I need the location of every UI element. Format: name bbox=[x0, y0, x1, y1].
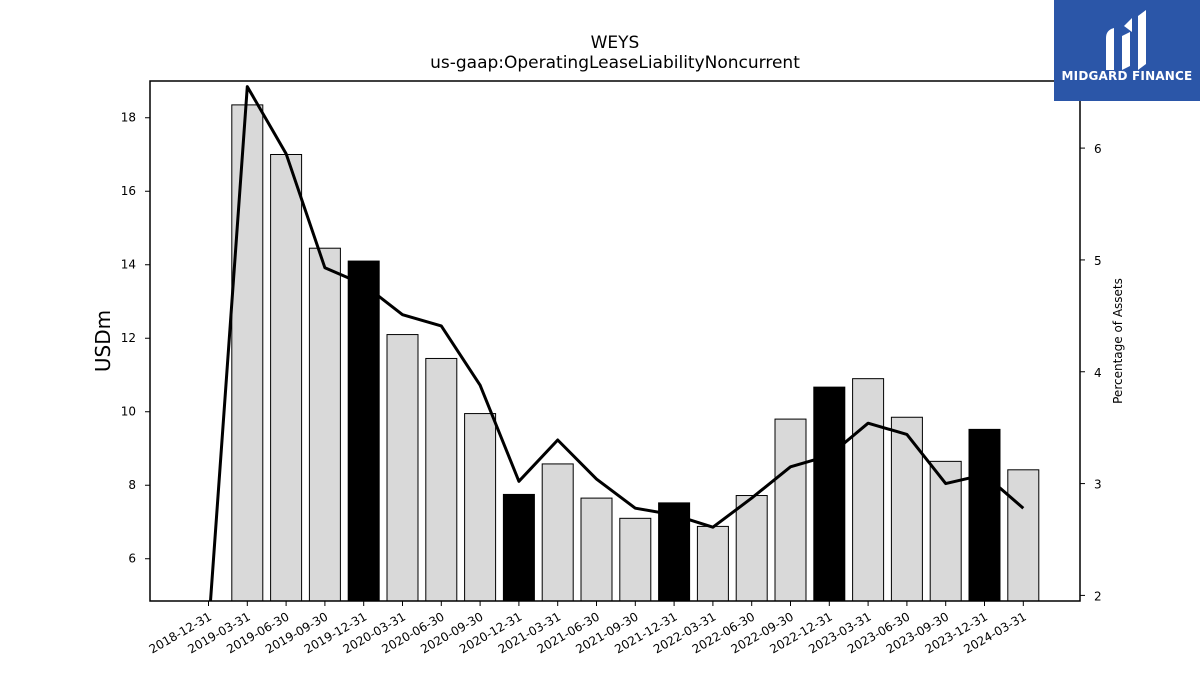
bar-2023-12-31 bbox=[968, 428, 1001, 602]
bar-2022-12-31 bbox=[813, 386, 846, 602]
bar-2021-06-30 bbox=[580, 497, 613, 602]
right-tick-label: 5 bbox=[1094, 254, 1102, 268]
bar-2022-03-31 bbox=[696, 525, 729, 602]
plot-frame bbox=[149, 80, 1081, 602]
y-axis-label-left: USDm bbox=[91, 310, 115, 372]
right-tick-label: 3 bbox=[1094, 478, 1102, 492]
brand-logo: MIDGARD FINANCE bbox=[1054, 0, 1200, 101]
bar-2019-09-30 bbox=[308, 247, 341, 602]
left-tick-label: 12 bbox=[121, 331, 136, 345]
chart-title: WEYS bbox=[591, 33, 640, 53]
bar-2019-12-31 bbox=[347, 260, 380, 602]
bar-2019-06-30 bbox=[270, 153, 303, 602]
bar-2022-09-30 bbox=[774, 418, 807, 602]
bar-2020-06-30 bbox=[425, 357, 458, 602]
bar-2023-06-30 bbox=[890, 416, 923, 602]
y-axis-label-right: Percentage of Assets bbox=[1111, 278, 1125, 404]
bar-2020-12-31 bbox=[502, 493, 535, 602]
bar-2024-03-31 bbox=[1007, 469, 1040, 602]
bar-2022-06-30 bbox=[735, 495, 768, 602]
percentage-line bbox=[208, 85, 1025, 601]
bar-2023-03-31 bbox=[852, 378, 885, 602]
bar-2019-03-31 bbox=[231, 104, 264, 602]
line-layer bbox=[208, 85, 1025, 601]
right-tick-label: 6 bbox=[1094, 142, 1102, 156]
right-tick-label: 2 bbox=[1094, 589, 1102, 603]
left-tick-label: 10 bbox=[121, 405, 136, 419]
left-tick-label: 16 bbox=[121, 184, 136, 198]
bar-2021-09-30 bbox=[619, 517, 652, 602]
x-axis-ticks: 2018-12-312019-03-312019-06-302019-09-30… bbox=[147, 601, 1029, 656]
right-tick-label: 4 bbox=[1094, 366, 1102, 380]
bars-group bbox=[231, 104, 1040, 602]
right-axis-ticks: 2 3 4 5 6 bbox=[1080, 142, 1102, 603]
left-tick-label: 8 bbox=[128, 478, 136, 492]
left-tick-label: 14 bbox=[121, 258, 136, 272]
bar-2020-03-31 bbox=[386, 334, 419, 602]
bar-2021-03-31 bbox=[541, 463, 574, 602]
logo-text: MIDGARD FINANCE bbox=[1061, 69, 1193, 83]
chart-subtitle: us-gaap:OperatingLeaseLiabilityNoncurren… bbox=[430, 53, 800, 73]
left-tick-label: 18 bbox=[121, 111, 136, 125]
left-tick-label: 6 bbox=[128, 552, 136, 566]
left-axis-ticks: 6 8 10 12 14 16 18 bbox=[121, 111, 150, 566]
logo-mark-icon bbox=[1106, 10, 1146, 70]
bar-2020-09-30 bbox=[464, 413, 497, 602]
